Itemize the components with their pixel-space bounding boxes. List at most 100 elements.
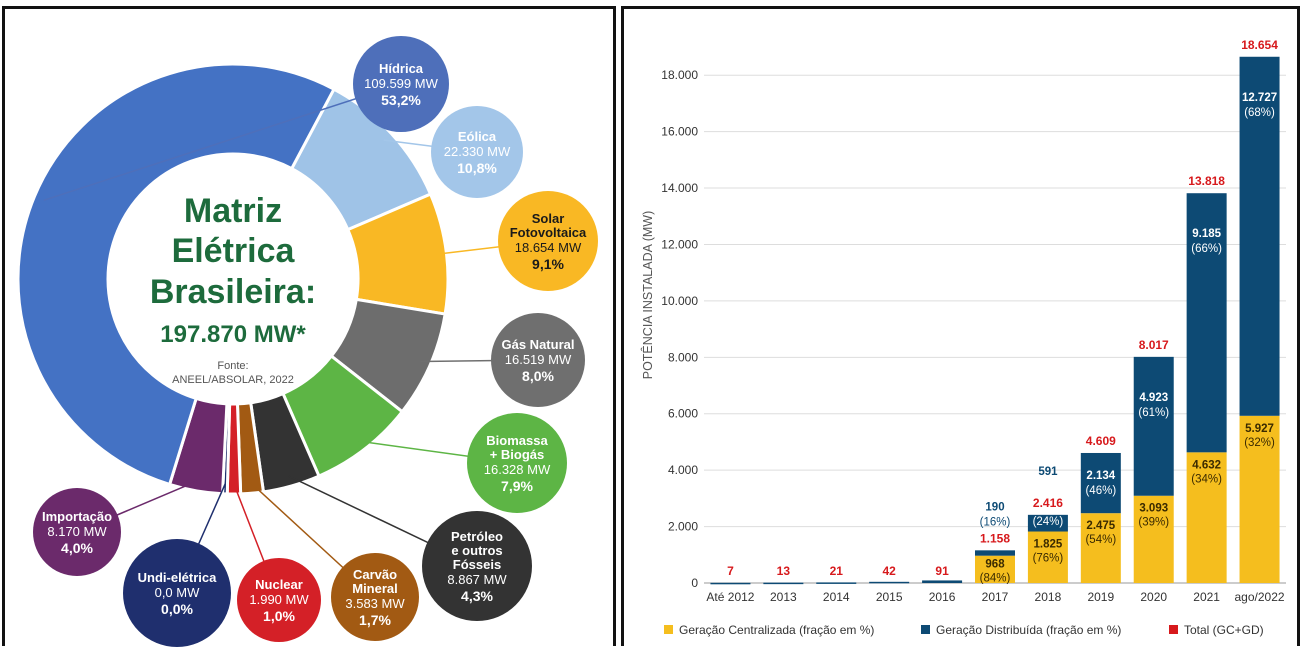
x-tick-label: ago/2022	[1235, 590, 1285, 604]
bar-distribuida	[1027, 514, 1068, 532]
distribuida-pct: (68%)	[1244, 107, 1275, 119]
total-label: 8.017	[1139, 338, 1169, 352]
bubble-pct-gas: 8,0%	[522, 368, 554, 384]
bubble-mw-eolica: 22.330 MW	[444, 144, 511, 159]
bar-centralizada	[1186, 452, 1227, 583]
x-tick-label: 2021	[1193, 590, 1220, 604]
bar-distribuida	[816, 582, 857, 584]
bar-distribuida	[975, 550, 1015, 556]
bar-distribuida	[710, 582, 751, 585]
bubble-circle-nuclear	[237, 558, 321, 642]
bubble-name-eolica: Eólica	[458, 129, 497, 144]
bubble-name-gas: Gás Natural	[502, 337, 575, 352]
bar-centralizada	[1080, 513, 1121, 583]
bubble-name-nuclear: Nuclear	[255, 577, 303, 592]
bubble-name-hidrica: Hídrica	[379, 61, 424, 76]
x-tick-label: 2019	[1087, 590, 1114, 604]
bubble-name-undi: Undi-elétrica	[138, 570, 218, 585]
bubble-mw-petroleo: 8.867 MW	[447, 572, 507, 587]
donut-source-label: Fonte:	[217, 360, 248, 372]
bubble-circle-undi	[123, 539, 231, 647]
distribuida-label: 4.923	[1139, 392, 1168, 404]
total-label: 13.818	[1188, 174, 1225, 188]
distribuida-label: 591	[1038, 466, 1058, 478]
bubble-mw-gas: 16.519 MW	[505, 352, 572, 367]
y-tick-label: 0	[691, 576, 698, 590]
bubble-pct-importacao: 4,0%	[61, 540, 93, 556]
donut-segment-hidrica	[16, 62, 336, 487]
legend-swatch	[1169, 625, 1178, 634]
bubble-mw-solar: 18.654 MW	[515, 240, 582, 255]
y-tick-label: 6.000	[668, 407, 698, 421]
y-tick-label: 12.000	[661, 237, 698, 251]
centralizada-label: 4.632	[1192, 459, 1221, 471]
bubble-circle-biomassa	[467, 413, 567, 513]
bubble-circle-petroleo	[422, 511, 532, 621]
bubble-pct-biomassa: 7,9%	[501, 478, 533, 494]
bar-distribuida	[763, 582, 804, 585]
centralizada-label: 1.825	[1034, 539, 1063, 551]
donut-title-line-3: Brasileira:	[150, 273, 316, 311]
centralizada-pct: (76%)	[1033, 553, 1064, 565]
distribuida-label: 12.727	[1242, 92, 1277, 104]
centralizada-pct: (32%)	[1244, 437, 1275, 449]
bubble-circle-importacao	[33, 488, 121, 576]
total-label: 4.609	[1086, 434, 1116, 448]
stacked-bar-chart: 0 2.000 4.000 6.000 8.000 10.000 12.000 14.000 1…	[640, 38, 1286, 637]
y-tick-label: 18.000	[661, 68, 698, 82]
centralizada-label: 5.927	[1245, 423, 1274, 435]
bubble-name-carvao: Mineral	[352, 581, 398, 596]
total-label: 18.654	[1241, 38, 1278, 52]
centralizada-pct: (34%)	[1191, 473, 1222, 485]
bubble-mw-undi: 0,0 MW	[155, 585, 201, 600]
bar-distribuida	[1133, 356, 1174, 496]
leader-line-hidrica	[43, 83, 402, 202]
distribuida-label: 190	[985, 501, 1004, 513]
donut-source: ANEEL/ABSOLAR, 2022	[172, 374, 294, 386]
donut-chart: Matriz Elétrica Brasileira: 197.870 MW* …	[16, 36, 598, 647]
total-label: 1.158	[980, 531, 1010, 545]
bar-centralizada	[975, 555, 1015, 583]
x-tick-label: 2013	[770, 590, 797, 604]
bubble-name-solar: Fotovoltaica	[510, 225, 587, 240]
x-tick-label: 2018	[1035, 590, 1062, 604]
bubble-name-petroleo: Fósseis	[453, 557, 501, 572]
bubble-pct-carvao: 1,7%	[359, 612, 391, 628]
y-tick-label: 4.000	[668, 463, 698, 477]
bar-distribuida	[1186, 193, 1227, 453]
centralizada-label: 2.475	[1086, 520, 1115, 532]
y-tick-label: 10.000	[661, 294, 698, 308]
bubble-mw-nuclear: 1.990 MW	[249, 592, 309, 607]
bubble-pct-hidrica: 53,2%	[381, 92, 421, 108]
y-axis-label: POTÊNCIA INSTALADA (MW)	[640, 211, 655, 380]
bar-distribuida	[869, 581, 910, 584]
donut-title-line-2: Elétrica	[172, 232, 296, 270]
x-tick-label: 2017	[982, 590, 1009, 604]
bar-centralizada	[1027, 531, 1068, 583]
bubble-circle-carvao	[331, 553, 419, 641]
x-tick-label: 2020	[1140, 590, 1167, 604]
bubble-mw-hidrica: 109.599 MW	[364, 76, 438, 91]
total-label: 42	[883, 564, 897, 578]
bubble-pct-solar: 9,1%	[532, 256, 564, 272]
bubble-mw-carvao: 3.583 MW	[345, 596, 405, 611]
total-label: 2.416	[1033, 496, 1063, 510]
total-label: 21	[830, 564, 844, 578]
centralizada-pct: (39%)	[1138, 517, 1169, 529]
bubble-name-biomassa: Biomassa	[486, 433, 548, 448]
bubble-name-importacao: Importação	[42, 509, 112, 524]
distribuida-pct: (61%)	[1138, 407, 1169, 419]
bubble-circle-hidrica	[353, 36, 449, 132]
bar-centralizada	[1239, 415, 1280, 583]
legend-swatch	[921, 625, 930, 634]
bubble-pct-eolica: 10,8%	[457, 160, 497, 176]
bubble-pct-undi: 0,0%	[161, 601, 193, 617]
legend-label: Total (GC+GD)	[1184, 623, 1264, 637]
